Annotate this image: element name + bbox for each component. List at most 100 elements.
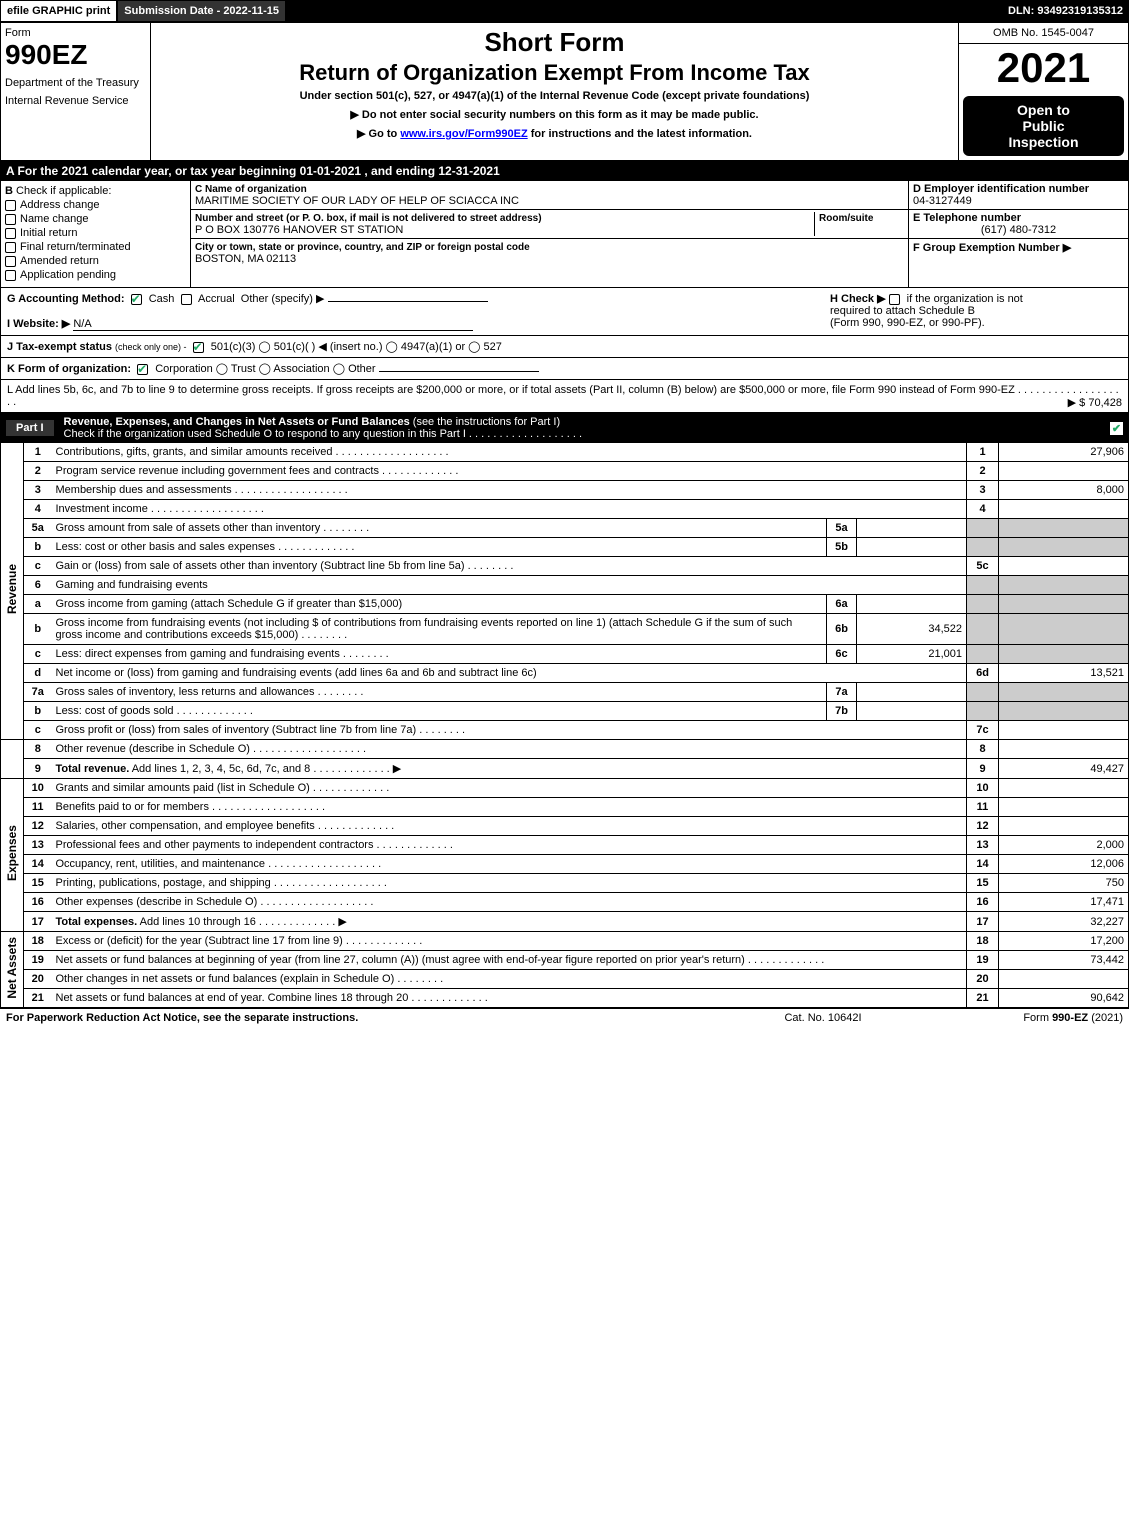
shade-6a-val — [999, 595, 1129, 614]
line-2-val — [999, 462, 1129, 481]
line-16-desc: Other expenses (describe in Schedule O) — [56, 896, 374, 908]
line-8-desc: Other revenue (describe in Schedule O) — [56, 743, 367, 755]
h-text-req: required to attach Schedule B — [830, 305, 975, 317]
chk-address-change[interactable]: Address change — [5, 199, 186, 211]
chk-accrual[interactable] — [181, 294, 192, 305]
goto-line: ▶ Go to www.irs.gov/Form990EZ for instru… — [155, 127, 954, 140]
line-6-desc: Gaming and fundraising events — [56, 579, 208, 591]
shade-5b — [967, 538, 999, 557]
top-bar: efile GRAPHIC print Submission Date - 20… — [0, 0, 1129, 22]
shade-5a — [967, 519, 999, 538]
chk-initial-return[interactable]: Initial return — [5, 227, 186, 239]
part-1-checkline: Check if the organization used Schedule … — [64, 428, 466, 440]
goto-suffix: for instructions and the latest informat… — [528, 128, 752, 140]
k-other-blank[interactable] — [379, 371, 539, 372]
tax-year: 2021 — [959, 44, 1128, 92]
line-18-no: 18 — [24, 932, 52, 951]
line-5a-desc: Gross amount from sale of assets other t… — [56, 522, 370, 534]
line-19-no: 19 — [24, 951, 52, 970]
k-options: Corporation ◯ Trust ◯ Association ◯ Othe… — [155, 363, 375, 375]
shade-6c — [967, 645, 999, 664]
org-name: MARITIME SOCIETY OF OUR LADY OF HELP OF … — [195, 195, 519, 207]
irs-link[interactable]: www.irs.gov/Form990EZ — [400, 128, 527, 140]
revenue-table: Revenue 1 Contributions, gifts, grants, … — [0, 443, 1129, 1008]
opt-cash: Cash — [149, 293, 175, 305]
chk-cash[interactable] — [131, 294, 142, 305]
ssn-warning: ▶ Do not enter social security numbers o… — [155, 108, 954, 121]
line-2-no: 2 — [24, 462, 52, 481]
line-6b-subval: 34,522 — [857, 614, 967, 645]
opt-initial-return: Initial return — [20, 227, 77, 239]
other-specify-blank[interactable] — [328, 301, 488, 302]
form-header: Form 990EZ Department of the Treasury In… — [0, 22, 1129, 161]
line-20-no: 20 — [24, 970, 52, 989]
line-6b-no: b — [24, 614, 52, 645]
line-6d-rno: 6d — [967, 664, 999, 683]
submission-date-label: Submission Date - 2022-11-15 — [117, 0, 286, 22]
k-label: K Form of organization: — [7, 363, 131, 375]
chk-not-required-sch-b[interactable] — [889, 294, 900, 305]
line-6d-desc: Net income or (loss) from gaming and fun… — [56, 667, 537, 679]
header-right: OMB No. 1545-0047 2021 Open to Public In… — [958, 23, 1128, 160]
part-1-title: Revenue, Expenses, and Changes in Net As… — [64, 416, 410, 428]
line-12-rno: 12 — [967, 817, 999, 836]
form-word: Form — [5, 27, 146, 39]
line-21-no: 21 — [24, 989, 52, 1008]
line-11-no: 11 — [24, 798, 52, 817]
line-7c-desc: Gross profit or (loss) from sales of inv… — [56, 724, 466, 736]
chk-application-pending[interactable]: Application pending — [5, 269, 186, 281]
line-6d-val: 13,521 — [999, 664, 1129, 683]
line-2-desc: Program service revenue including govern… — [56, 465, 459, 477]
line-6a-subval — [857, 595, 967, 614]
goto-prefix: ▶ Go to — [357, 128, 400, 140]
line-a-tax-year: A For the 2021 calendar year, or tax yea… — [0, 161, 1129, 181]
chk-corporation[interactable] — [137, 364, 148, 375]
part-1-schedule-o-check[interactable]: ✔ — [1110, 422, 1123, 435]
footer-form-pre: Form — [1023, 1012, 1052, 1024]
line-7a-subno: 7a — [827, 683, 857, 702]
chk-final-return[interactable]: Final return/terminated — [5, 241, 186, 253]
j-options: 501(c)(3) ◯ 501(c)( ) ◀ (insert no.) ◯ 4… — [211, 341, 502, 353]
opt-address-change: Address change — [20, 199, 100, 211]
shade-6b — [967, 614, 999, 645]
line-5b-subval — [857, 538, 967, 557]
line-6a-desc: Gross income from gaming (attach Schedul… — [56, 598, 403, 610]
chk-amended-return[interactable]: Amended return — [5, 255, 186, 267]
chk-name-change[interactable]: Name change — [5, 213, 186, 225]
line-17-rno: 17 — [967, 912, 999, 932]
shade-6 — [967, 576, 999, 595]
chk-501c3[interactable] — [193, 342, 204, 353]
line-3-desc: Membership dues and assessments — [56, 484, 348, 496]
line-3-val: 8,000 — [999, 481, 1129, 500]
dept-treasury: Department of the Treasury — [5, 77, 146, 89]
net-assets-section-label: Net Assets — [1, 932, 24, 1008]
efile-print-label[interactable]: efile GRAPHIC print — [0, 0, 117, 22]
opt-amended-return: Amended return — [20, 255, 99, 267]
header-left: Form 990EZ Department of the Treasury In… — [1, 23, 151, 160]
revenue-section-label: Revenue — [1, 443, 24, 740]
line-6c-desc: Less: direct expenses from gaming and fu… — [56, 648, 389, 660]
dln-label: DLN: 93492319135312 — [1002, 0, 1129, 22]
inspect-line2: Public — [1022, 118, 1064, 134]
line-5a-subval — [857, 519, 967, 538]
page-footer: For Paperwork Reduction Act Notice, see … — [0, 1008, 1129, 1027]
line-5b-desc: Less: cost or other basis and sales expe… — [56, 541, 355, 553]
line-7b-subval — [857, 702, 967, 721]
shade-6c-val — [999, 645, 1129, 664]
org-city: BOSTON, MA 02113 — [195, 253, 296, 265]
line-6a-no: a — [24, 595, 52, 614]
footer-catalog: Cat. No. 10642I — [723, 1012, 923, 1024]
short-form-title: Short Form — [155, 27, 954, 58]
line-10-desc: Grants and similar amounts paid (list in… — [56, 782, 390, 794]
line-18-rno: 18 — [967, 932, 999, 951]
line-7c-rno: 7c — [967, 721, 999, 740]
line-16-val: 17,471 — [999, 893, 1129, 912]
line-11-rno: 11 — [967, 798, 999, 817]
expenses-section-label: Expenses — [1, 779, 24, 932]
d-ein-label: D Employer identification number — [913, 183, 1089, 195]
line-6d-no: d — [24, 664, 52, 683]
opt-accrual: Accrual — [198, 293, 235, 305]
line-5c-val — [999, 557, 1129, 576]
line-6b-desc1: Gross income from fundraising events (no… — [56, 617, 319, 629]
phone-value: (617) 480-7312 — [913, 224, 1124, 236]
